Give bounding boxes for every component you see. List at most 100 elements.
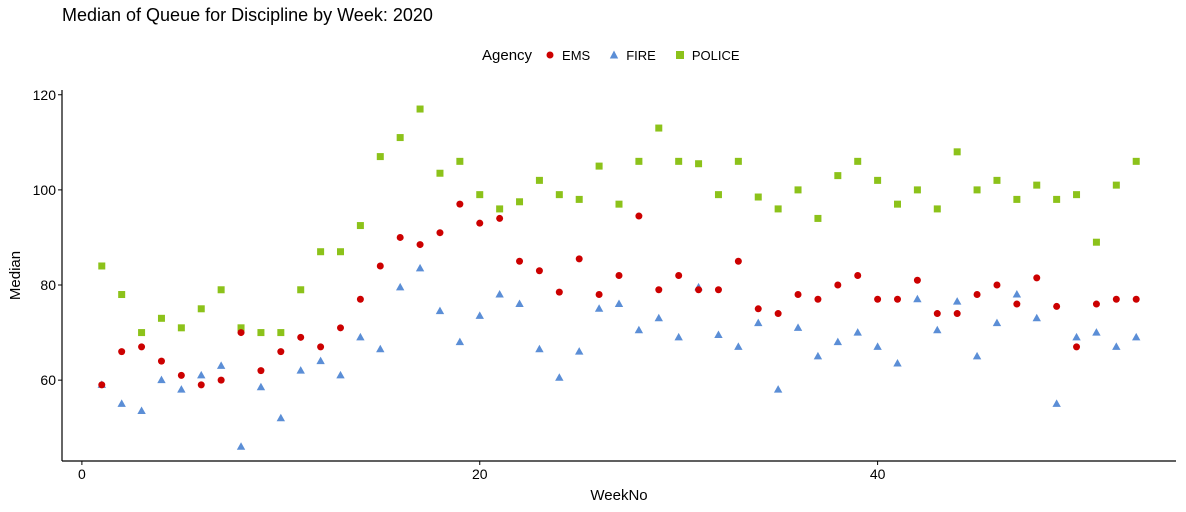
point-ems: [516, 257, 524, 265]
x-tick-label: 20: [472, 466, 488, 482]
point-police: [456, 157, 464, 165]
point-fire: [316, 356, 325, 365]
point-police: [575, 195, 583, 203]
point-ems: [277, 348, 285, 356]
point-police: [993, 176, 1001, 184]
legend-title: Agency: [482, 46, 533, 64]
point-fire: [575, 347, 584, 355]
point-police: [595, 162, 603, 170]
point-fire: [1052, 399, 1061, 407]
point-police: [535, 176, 543, 184]
point-fire: [1032, 313, 1041, 322]
point-police: [933, 205, 941, 213]
point-police: [138, 329, 146, 337]
point-fire: [1092, 328, 1101, 336]
legend-key-ems: [542, 47, 558, 63]
point-police: [555, 191, 563, 199]
point-ems: [754, 305, 762, 313]
point-fire: [913, 294, 922, 303]
x-tick-label: 40: [870, 466, 886, 482]
point-fire: [614, 299, 624, 308]
y-axis-title: Median: [7, 251, 24, 300]
point-ems: [555, 288, 563, 296]
legend-key-police: [672, 47, 688, 63]
point-police: [734, 157, 742, 165]
point-police: [754, 193, 762, 201]
point-ems: [297, 333, 305, 341]
point-police: [655, 124, 663, 132]
point-police: [774, 205, 782, 213]
point-police: [98, 262, 106, 270]
point-fire: [654, 313, 663, 322]
point-police: [257, 329, 265, 337]
y-tick-label: 80: [40, 277, 56, 293]
point-ems: [157, 357, 165, 365]
point-police: [794, 186, 802, 194]
point-police: [675, 157, 683, 165]
point-fire: [216, 361, 226, 369]
point-police: [854, 157, 862, 165]
point-police: [237, 324, 245, 332]
point-police: [1013, 195, 1021, 203]
point-police: [615, 200, 623, 208]
point-police: [396, 134, 404, 142]
point-fire: [1132, 332, 1141, 341]
point-fire: [634, 325, 644, 334]
legend-item-ems: EMS: [542, 47, 590, 63]
point-ems: [1073, 343, 1081, 351]
point-fire: [435, 306, 445, 315]
point-ems: [1053, 302, 1061, 310]
point-ems: [595, 291, 603, 299]
point-police: [297, 286, 305, 294]
point-ems: [993, 281, 1001, 289]
point-ems: [1033, 274, 1041, 282]
point-ems: [98, 381, 106, 389]
legend-label-fire: FIRE: [626, 47, 656, 63]
point-ems: [655, 286, 663, 294]
legend-label-police: POLICE: [691, 47, 740, 63]
point-ems: [337, 324, 344, 332]
y-tick-label: 100: [33, 182, 57, 198]
point-ems: [496, 214, 504, 222]
point-police: [317, 248, 325, 256]
point-fire: [177, 385, 186, 393]
legend: Agency EMS FIRE POLICE: [482, 45, 756, 65]
point-fire: [1012, 290, 1022, 298]
point-ems: [535, 267, 543, 275]
legend-key-fire: [606, 47, 622, 63]
point-ems: [197, 381, 205, 389]
point-police: [217, 286, 225, 294]
point-fire: [714, 330, 723, 338]
point-police: [874, 176, 882, 184]
point-police: [337, 248, 344, 256]
point-ems: [177, 371, 185, 379]
point-fire: [893, 358, 902, 367]
chart-title: Median of Queue for Discipline by Week: …: [62, 5, 433, 25]
point-fire: [296, 366, 305, 374]
point-ems: [734, 257, 742, 265]
point-fire: [415, 263, 425, 272]
point-fire: [455, 337, 465, 346]
point-fire: [1112, 342, 1121, 350]
point-fire: [475, 311, 484, 319]
point-fire: [157, 375, 166, 384]
point-ems: [1112, 295, 1120, 303]
point-police: [416, 105, 424, 113]
point-fire: [793, 323, 803, 331]
point-fire: [754, 318, 763, 327]
legend-item-fire: FIRE: [606, 47, 656, 63]
point-police: [476, 191, 484, 199]
point-ems: [1092, 300, 1100, 308]
point-fire: [773, 385, 783, 393]
point-ems: [794, 291, 802, 299]
point-police: [118, 291, 126, 299]
point-police: [516, 198, 524, 206]
point-ems: [913, 276, 921, 284]
point-fire: [972, 351, 982, 360]
point-ems: [396, 233, 404, 241]
point-police: [1033, 181, 1041, 189]
point-ems: [615, 272, 623, 279]
point-ems: [237, 329, 245, 337]
point-fire: [813, 351, 823, 360]
